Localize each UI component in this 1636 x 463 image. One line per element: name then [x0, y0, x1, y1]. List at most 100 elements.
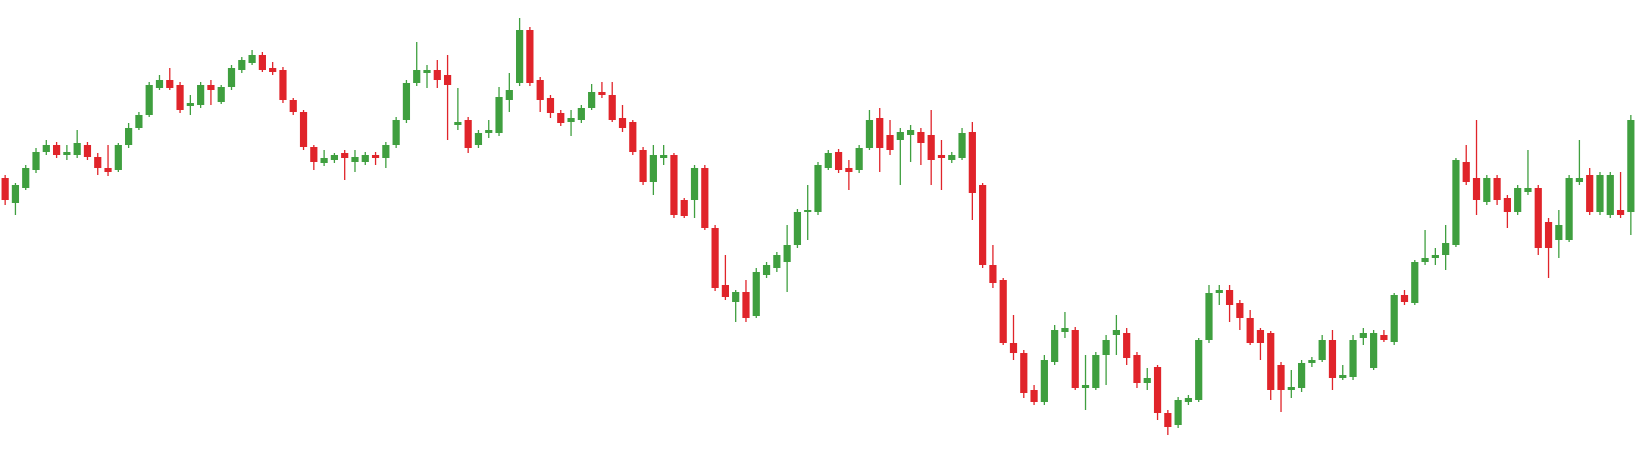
candle-body — [958, 133, 966, 158]
candle-body — [917, 132, 925, 143]
candle-body — [1524, 188, 1532, 192]
candle-body — [474, 133, 483, 145]
candle-body — [73, 143, 81, 155]
candle-body — [855, 148, 863, 170]
candle-body — [310, 147, 318, 162]
candle-body — [824, 153, 832, 168]
candle-body — [392, 120, 400, 145]
candle-body — [341, 153, 349, 158]
candle-body — [413, 70, 421, 83]
candle-body — [299, 112, 308, 147]
candle-body — [166, 80, 174, 88]
candle-body — [968, 132, 976, 193]
candle-body — [258, 55, 266, 70]
candle-body — [979, 185, 987, 265]
candle-body — [1483, 178, 1491, 202]
candle-body — [1452, 160, 1460, 245]
candle-body — [516, 30, 524, 83]
candle-body — [238, 60, 246, 70]
candle-body — [1442, 243, 1450, 255]
candle-body — [948, 155, 956, 160]
candle-body — [1411, 262, 1419, 303]
candle-body — [1565, 178, 1573, 240]
candle-body — [1555, 225, 1563, 240]
candle-body — [670, 155, 678, 215]
candle-body — [536, 80, 544, 100]
candle-body — [557, 113, 565, 123]
candle-body — [279, 70, 287, 100]
candle-body — [1246, 318, 1254, 343]
candle-body — [125, 128, 133, 145]
candle-body — [1297, 363, 1306, 388]
candle-body — [52, 145, 61, 155]
candle-body — [433, 70, 441, 80]
candle-body — [1081, 385, 1090, 388]
candle-body — [865, 120, 874, 148]
candle-body — [135, 115, 143, 128]
candle-body — [999, 280, 1007, 343]
candle-body — [94, 157, 102, 168]
candle-body — [1575, 178, 1584, 182]
candle-body — [1627, 120, 1635, 212]
candle-body — [186, 103, 194, 106]
candle-body — [989, 265, 997, 283]
candle-body — [1267, 333, 1275, 390]
candle-body — [22, 168, 30, 188]
candle-body — [876, 118, 884, 148]
candle-body — [1380, 335, 1388, 340]
candle-body — [680, 200, 688, 216]
candle-body — [495, 97, 503, 133]
candle-body — [197, 85, 205, 105]
candle-body — [1544, 222, 1553, 248]
candle-body — [1153, 367, 1162, 413]
candle-body — [629, 122, 637, 152]
candle-body — [608, 95, 616, 120]
candle-body — [690, 168, 699, 200]
candle-body — [639, 150, 647, 182]
candle-body — [63, 152, 71, 155]
candle-body — [1586, 175, 1594, 212]
candle-body — [1421, 258, 1429, 262]
candle-body — [402, 83, 411, 120]
candle-body — [1514, 188, 1522, 212]
candle-body — [1009, 343, 1018, 353]
candle-body — [443, 75, 452, 85]
candle-body — [1287, 387, 1295, 390]
candle-body — [1205, 293, 1213, 340]
candle-body — [320, 158, 328, 163]
candle-body — [464, 120, 472, 148]
candle-body — [227, 68, 236, 87]
candle-body — [752, 272, 760, 316]
candle-body — [1236, 303, 1244, 318]
candle-body — [1359, 333, 1367, 338]
candle-body — [114, 145, 122, 170]
candle-body — [618, 118, 627, 128]
candle-body — [1164, 413, 1172, 427]
candle-body — [485, 130, 493, 133]
candle-body — [1051, 330, 1059, 362]
candle-body — [1256, 330, 1265, 343]
candle-body — [660, 155, 668, 158]
candle-body — [351, 157, 359, 162]
candle-body — [1349, 340, 1357, 377]
candle-body — [289, 100, 297, 112]
candle-body — [1123, 333, 1131, 358]
candle-body — [937, 155, 946, 158]
candle-body — [1174, 400, 1182, 425]
candle-body — [1277, 365, 1285, 390]
candle-body — [1370, 333, 1378, 368]
candle-body — [361, 155, 369, 162]
candle-body — [11, 185, 20, 203]
candle-body — [382, 145, 390, 158]
candle-body — [1616, 210, 1625, 215]
candle-body — [505, 90, 513, 100]
candle-body — [104, 168, 112, 172]
candle-body — [886, 135, 894, 150]
candle-body — [546, 98, 555, 113]
candle-body — [834, 152, 843, 170]
candle-body — [1400, 295, 1409, 302]
candle-body — [1431, 255, 1439, 258]
candle-body — [155, 80, 164, 88]
